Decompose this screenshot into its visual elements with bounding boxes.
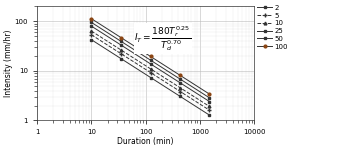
Text: $I_T = \dfrac{180T_r^{0.25}}{T_d^{0.70}}$: $I_T = \dfrac{180T_r^{0.25}}{T_d^{0.70}}… [134, 24, 191, 53]
5 [196, 102, 201, 104]
50 [196, 90, 201, 92]
25 [208, 101, 212, 102]
50 [160, 66, 164, 68]
10 [162, 76, 166, 78]
10 [159, 75, 163, 77]
100 [160, 63, 164, 64]
Legend: 2, 5, 10, 25, 50, 100: 2, 5, 10, 25, 50, 100 [256, 4, 288, 50]
50 [89, 21, 93, 23]
100 [159, 62, 163, 64]
2 [90, 39, 94, 41]
2 [160, 84, 164, 85]
100 [162, 64, 166, 66]
Line: 10: 10 [90, 30, 211, 108]
25 [189, 89, 193, 91]
5 [162, 80, 166, 82]
10 [89, 30, 93, 32]
50 [162, 68, 166, 69]
5 [160, 79, 164, 81]
10 [196, 99, 201, 100]
25 [90, 26, 94, 27]
Y-axis label: Intensity (mm/hr): Intensity (mm/hr) [4, 30, 13, 97]
50 [208, 97, 212, 99]
50 [159, 66, 163, 68]
5 [90, 34, 94, 36]
2 [189, 102, 193, 104]
5 [159, 78, 163, 80]
2 [162, 85, 166, 87]
100 [89, 18, 93, 20]
10 [189, 94, 193, 96]
Line: 100: 100 [90, 17, 211, 95]
100 [208, 93, 212, 95]
10 [90, 30, 94, 32]
10 [208, 106, 212, 107]
Line: 50: 50 [90, 21, 211, 99]
5 [89, 34, 93, 36]
100 [196, 86, 201, 88]
Line: 25: 25 [90, 25, 211, 103]
100 [90, 18, 94, 20]
Line: 2: 2 [90, 38, 211, 117]
50 [90, 22, 94, 24]
10 [160, 75, 164, 77]
Line: 5: 5 [89, 33, 212, 112]
5 [189, 97, 193, 99]
25 [160, 70, 164, 72]
2 [89, 39, 93, 41]
50 [189, 85, 193, 87]
X-axis label: Duration (min): Duration (min) [117, 137, 174, 146]
5 [208, 109, 212, 111]
2 [208, 114, 212, 116]
25 [89, 25, 93, 27]
2 [159, 83, 163, 85]
25 [159, 70, 163, 72]
2 [196, 107, 201, 109]
100 [189, 81, 193, 83]
25 [162, 71, 166, 73]
25 [196, 94, 201, 95]
